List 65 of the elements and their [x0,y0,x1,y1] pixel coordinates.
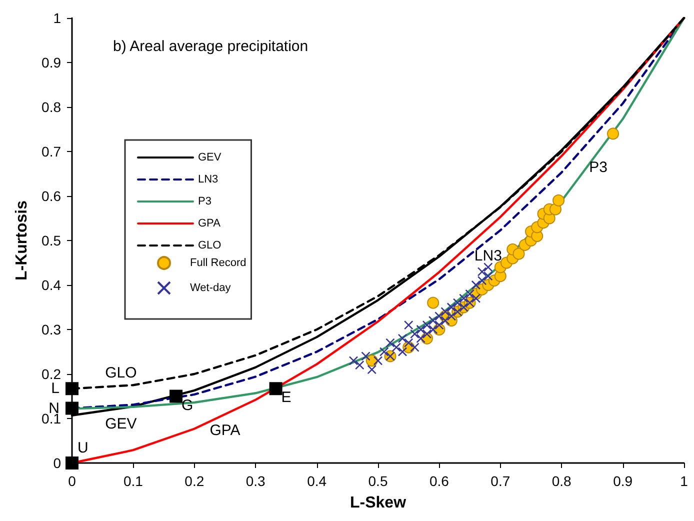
point [348,356,358,366]
legend-label: Wet-day [190,282,232,294]
point [427,296,440,309]
point [398,334,408,344]
annotation: GPA [210,422,240,439]
point [392,342,402,352]
point [66,456,78,470]
y-axis-title: L-Kurtosis [14,200,30,280]
point [269,382,282,396]
x-tick-label: 0.8 [552,473,572,489]
point [66,402,78,415]
y-tick-label: 1 [53,10,62,26]
y-tick-label: 0.8 [42,99,62,115]
point [398,347,408,356]
text: b) Areal average precipitation [113,38,308,55]
point [170,390,183,403]
x-tick-label: 0.4 [307,473,327,489]
x-tick-label: 0.9 [613,473,633,489]
y-tick-label: 0.5 [42,232,62,248]
data-label: U [78,440,88,456]
point [607,128,620,140]
x-tick-label: 0.5 [368,473,388,489]
point [361,352,370,361]
legend-label: LN3 [198,174,218,186]
point [386,338,395,348]
point [373,356,383,366]
data-label: E [281,389,292,406]
y-tick-label: 0.6 [42,188,62,204]
x-tick-label: 0.2 [184,473,204,489]
point [66,382,78,396]
point [367,364,377,374]
data-label: L [51,380,60,398]
annotation: GEV [105,415,137,432]
x-tick-label: 0 [68,473,76,489]
legend-label: Full Record [190,257,246,269]
legend-label: GLO [198,240,222,252]
y-tick-label: 0.7 [42,144,62,160]
point [471,280,481,290]
annotation: LN3 [474,248,502,264]
point [404,338,414,348]
x-tick-label: 1 [680,473,688,489]
y-tick-label: 0.9 [42,54,62,70]
point [549,203,562,216]
x-tick-label: 0.3 [246,473,266,489]
annotation: P3 [589,158,608,176]
y-tick-label: 0.2 [42,366,62,382]
x-tick-label: 0.7 [490,473,510,489]
legend-label: P3 [198,196,212,208]
legend-label: GPA [198,218,222,230]
point [471,294,481,303]
y-tick-label: 0.4 [42,277,62,293]
point [379,347,389,356]
x-tick-label: 0.6 [429,473,450,489]
point [404,320,414,330]
x-axis-title: L-Skew [350,494,407,512]
y-tick-label: 0.3 [42,322,62,338]
x-tick-label: 0.1 [123,473,144,489]
point [354,360,364,370]
point [552,194,565,206]
y-tick-label: 0 [53,455,62,471]
point [410,329,420,339]
point [512,248,525,260]
annotation: GLO [105,364,137,382]
legend-label: GEV [198,152,222,164]
point [410,342,420,352]
